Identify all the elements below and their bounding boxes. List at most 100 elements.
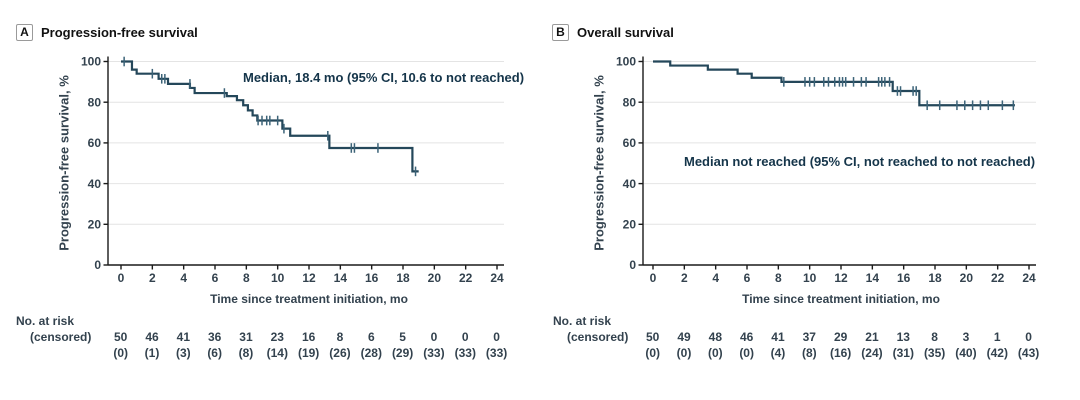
y-tick-label: 20 [88, 218, 102, 232]
x-tick-label: 6 [744, 271, 751, 285]
censored-count: (40) [955, 346, 977, 360]
x-tick-label: 8 [775, 271, 782, 285]
censored-count: (42) [986, 346, 1008, 360]
panel-b-header: B Overall survival [552, 23, 674, 41]
censored-count: (33) [454, 346, 476, 360]
at-risk-count: 1 [993, 330, 1001, 344]
at-risk-count: 13 [896, 330, 910, 344]
panel-b-risk-header-line1: No. at risk [553, 314, 612, 328]
censored-count: (35) [923, 346, 946, 360]
x-tick-label: 2 [681, 271, 688, 285]
panel-b-letter: B [556, 25, 565, 39]
at-risk-count: 29 [833, 330, 848, 344]
censored-count: (33) [423, 346, 445, 360]
x-tick-label: 20 [960, 271, 974, 285]
survival-step-curve [653, 60, 1015, 107]
survival-step-curve [121, 60, 419, 173]
at-risk-count: 49 [677, 330, 691, 344]
x-tick-label: 12 [834, 271, 848, 285]
censored-count: (0) [113, 346, 128, 360]
x-tick-label: 8 [243, 271, 250, 285]
at-risk-count: 37 [802, 330, 816, 344]
x-tick-label: 24 [490, 271, 504, 285]
x-tick-label: 12 [302, 271, 316, 285]
panel-a-letter-box: A [16, 23, 33, 41]
x-tick-label: 10 [803, 271, 817, 285]
panel-b-y-axis-label: Progression-free survival, % [591, 75, 607, 251]
panel-b-censored-row: (0) (0) (0) (0) (4) (8) (16) (24) (31) (35) (40) (4… [637, 346, 1045, 360]
at-risk-count: 0 [1025, 330, 1032, 344]
at-risk-count: 3 [962, 330, 970, 344]
panel-a-risk-header-line2: (censored) [30, 330, 92, 344]
censored-count: (29) [391, 346, 414, 360]
censored-count: (16) [829, 346, 852, 360]
y-tick-label: 40 [88, 177, 102, 191]
censored-count: (3) [175, 346, 191, 360]
censored-count: (0) [739, 346, 754, 360]
y-tick-label: 60 [623, 136, 637, 150]
panel-b-title: Overall survival [577, 24, 674, 40]
at-risk-count: 31 [239, 330, 253, 344]
panel-b-x-axis-label: Time since treatment initiation, mo [742, 292, 940, 306]
censored-count: (1) [144, 346, 160, 360]
x-tick-label: 18 [396, 271, 410, 285]
at-risk-count: 36 [207, 330, 222, 344]
at-risk-count: 21 [865, 330, 879, 344]
x-tick-label: 10 [271, 271, 285, 285]
panel-a-header: A Progression-free survival [16, 23, 198, 41]
y-tick-label: 80 [88, 95, 102, 109]
at-risk-count: 16 [301, 330, 316, 344]
panel-b-median-annotation: Median not reached (95% CI, not reached … [684, 154, 1036, 169]
censored-count: (24) [861, 346, 883, 360]
censored-count: (0) [707, 346, 723, 360]
x-tick-label: 16 [365, 271, 379, 285]
censored-count: (14) [266, 346, 288, 360]
y-tick-label: 60 [88, 136, 102, 150]
at-risk-count: 41 [771, 330, 785, 344]
at-risk-count: 46 [739, 330, 754, 344]
at-risk-count: 41 [176, 330, 190, 344]
censored-count: (8) [238, 346, 254, 360]
panel-b-at-risk-row: 50 49 48 46 41 37 29 21 13 8 3 1 0 [637, 330, 1045, 344]
panel-a-x-axis-label: Time since treatment initiation, mo [210, 292, 408, 306]
y-tick-label: 40 [623, 177, 637, 191]
x-tick-label: 4 [712, 271, 719, 285]
censored-count: (33) [485, 346, 508, 360]
at-risk-count: 0 [430, 330, 438, 344]
x-tick-label: 16 [897, 271, 911, 285]
x-tick-label: 22 [459, 271, 473, 285]
x-tick-label: 18 [928, 271, 942, 285]
x-tick-label: 14 [866, 271, 880, 285]
x-tick-label: 24 [1022, 271, 1036, 285]
censored-count: (19) [297, 346, 320, 360]
at-risk-count: 6 [367, 330, 375, 344]
at-risk-count: 23 [270, 330, 284, 344]
panel-a-risk-header-line1: No. at risk [16, 314, 75, 328]
at-risk-count: 50 [113, 330, 128, 344]
at-risk-count: 8 [336, 330, 344, 344]
at-risk-count: 48 [708, 330, 722, 344]
censored-count: (0) [676, 346, 692, 360]
panel-a-censored-row: (0) (1) (3) (6) (8) (14) (19) (26) (28) (29) (33) (… [105, 346, 513, 360]
panel-b-letter-box: B [552, 23, 569, 41]
panel-a-median-annotation: Median, 18.4 mo (95% CI, 10.6 to not rea… [243, 70, 525, 85]
panel-a-letter: A [20, 25, 29, 39]
at-risk-count: 0 [493, 330, 500, 344]
y-tick-label: 20 [623, 218, 637, 232]
x-tick-label: 22 [991, 271, 1005, 285]
y-tick-label: 0 [629, 258, 636, 272]
x-tick-label: 0 [118, 271, 125, 285]
panel-a-at-risk-row: 50 46 41 36 31 23 16 8 6 5 0 0 0 [105, 330, 513, 344]
censored-count: (0) [645, 346, 660, 360]
at-risk-count: 50 [645, 330, 660, 344]
y-tick-label: 100 [81, 55, 101, 69]
censored-count: (8) [801, 346, 817, 360]
x-tick-label: 14 [334, 271, 348, 285]
at-risk-count: 0 [461, 330, 469, 344]
panel-a-y-axis-label: Progression-free survival, % [56, 75, 72, 251]
censored-count: (43) [1017, 346, 1040, 360]
